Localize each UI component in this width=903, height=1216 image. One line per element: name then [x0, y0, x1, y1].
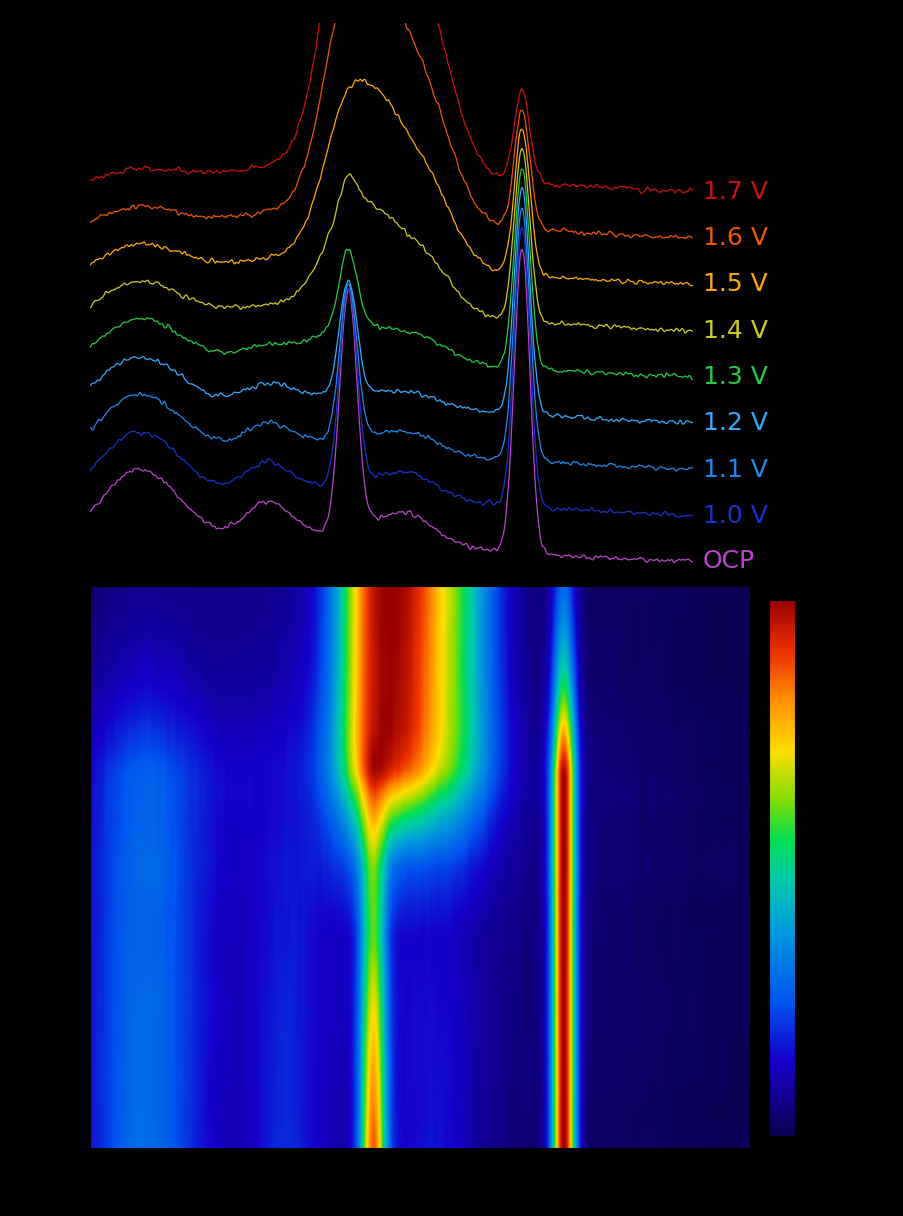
Y-axis label: Potential vs RHE: Potential vs RHE — [0, 743, 3, 993]
X-axis label: Raman shift (cm⁻¹): Raman shift (cm⁻¹) — [275, 1204, 565, 1216]
Text: 1.2 V: 1.2 V — [702, 411, 767, 434]
Text: 1.0 V: 1.0 V — [702, 503, 767, 528]
Text: 1.3 V: 1.3 V — [702, 365, 767, 389]
Text: 1.7 V: 1.7 V — [702, 180, 767, 203]
Y-axis label: Normalised intensity: Normalised intensity — [868, 710, 897, 1025]
Text: 1.5 V: 1.5 V — [702, 272, 767, 297]
Text: OCP: OCP — [702, 548, 754, 573]
Text: 1.4 V: 1.4 V — [702, 319, 767, 343]
Text: 1.1 V: 1.1 V — [702, 457, 767, 482]
Text: 1.6 V: 1.6 V — [702, 226, 767, 249]
